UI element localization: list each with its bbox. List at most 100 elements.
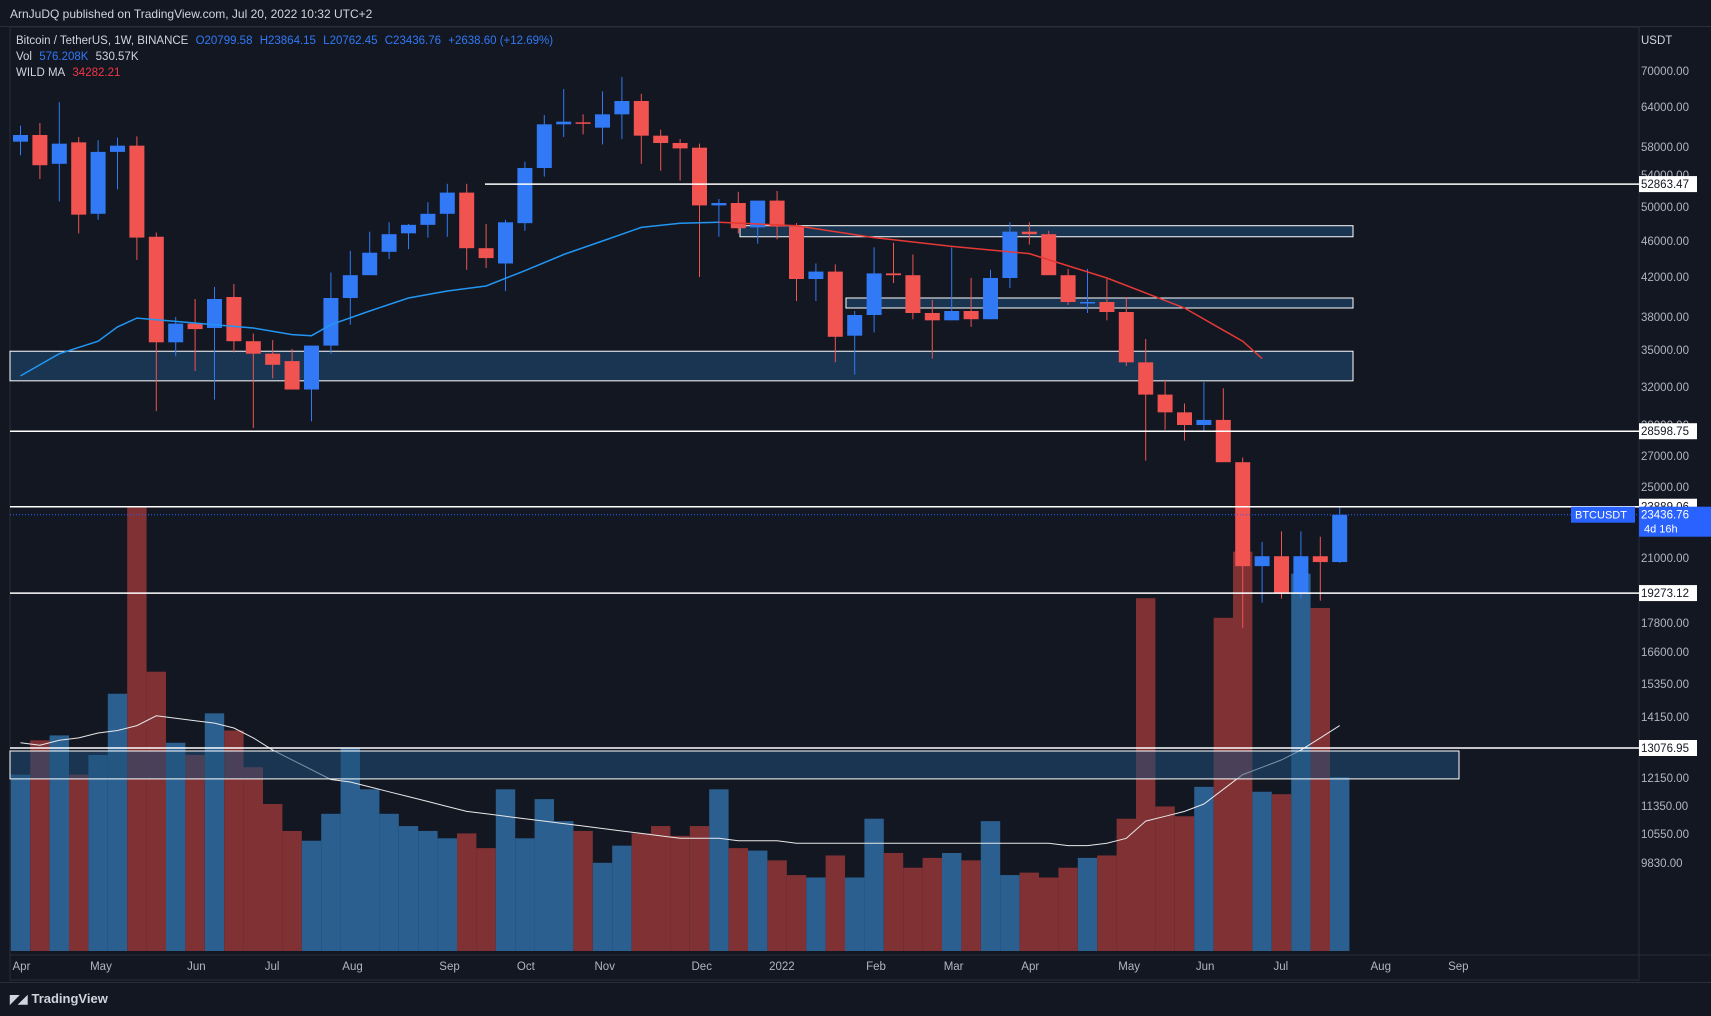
volume-bar [224,730,244,951]
volume-bar [243,767,263,951]
price-tick-label: 32000.00 [1641,382,1689,394]
ma-line-blue [20,221,719,377]
price-tick-label: 11350.00 [1641,801,1688,813]
level-price-tag [1639,176,1697,193]
candle-body [595,114,610,128]
vol-value: 530.57K [95,51,139,63]
volume-bar [146,671,166,951]
time-tick-label: Dec [692,961,713,973]
candle-body [187,323,203,330]
ma-value: 34282.21 [72,67,121,79]
volume-bar [709,789,729,951]
price-levels [10,183,1639,749]
price-tick-label: 16600.00 [1641,647,1689,659]
candle-body [13,135,28,142]
candle-body [692,147,707,206]
ohlc-low: L20762.45 [323,35,378,47]
candle-body [32,135,48,166]
volume-bar [263,804,283,951]
candle-body [575,122,591,124]
time-tick-label: Aug [342,961,362,973]
time-tick-label: Aug [1371,961,1391,973]
volume-bar [88,755,108,951]
candle-body [1293,556,1309,593]
candle-body [1215,419,1231,463]
volume-bar [495,789,516,951]
price-chart[interactable]: USDT 70000.0064000.0058000.0054000.00500… [0,0,1711,982]
volume-bar [340,747,360,951]
candle-body [304,345,319,390]
candle-body [401,224,416,234]
candle-body [536,124,552,168]
volume-bar [554,821,574,951]
volume-zone [9,750,1460,780]
volume-bar [1155,806,1175,951]
ma-label[interactable]: WILD MA [16,67,66,79]
candle-body [750,200,766,228]
candle-body [129,145,145,238]
candle-body [110,145,125,152]
candle-body [1157,394,1173,413]
volume-bar [573,830,593,951]
volume-bar [883,853,904,951]
time-tick-label: Nov [595,961,616,973]
ohlc-change: +2638.60 (+12.69%) [448,35,554,47]
candle-body [90,151,106,214]
candle-body [478,248,494,259]
candle-body [226,297,242,342]
volume-pane [10,507,1350,951]
volume-bar [728,848,748,951]
price-tick-label: 58000.00 [1641,142,1689,154]
price-tick-label: 10550.00 [1641,829,1689,841]
price-tick-label: 35000.00 [1641,345,1689,357]
volume-bar [1194,786,1214,951]
candle-body [362,252,378,276]
ohlc-open: O20799.58 [195,35,253,47]
volume-bar [418,830,438,951]
price-tick-label: 64000.00 [1641,102,1689,114]
volume-bar [1097,855,1117,951]
vol-ma-value: 576.208K [39,51,89,63]
time-tick-label: Oct [517,961,536,973]
price-tick-label: 15350.00 [1641,679,1689,691]
price-tick-label: 17800.00 [1641,618,1689,630]
level-price-label: 28598.75 [1641,426,1689,438]
candle-body [71,142,87,215]
volume-bar [107,693,128,951]
level-price-label: 13076.95 [1641,743,1689,755]
candle-body [983,278,998,320]
candle-body [924,313,940,321]
volume-bar [845,877,865,951]
volume-bar [360,789,380,951]
symbol-name[interactable]: Bitcoin / TetherUS, 1W, BINANCE [16,35,189,47]
volume-bar [1058,867,1078,951]
volume-bar [806,877,826,951]
tradingview-logo[interactable]: ◤◢ TradingView [10,991,108,1006]
ohlc-high: H23864.15 [259,35,316,47]
vol-label[interactable]: Vol [16,51,32,63]
volume-bar [903,867,923,951]
volume-bar [1077,857,1098,951]
price-tick-label: 70000.00 [1641,66,1689,78]
time-tick-label: Jun [1196,961,1215,973]
candle-body [905,275,921,313]
volume-bar [185,755,205,951]
volume-bar [166,742,186,951]
candle-body [381,234,397,252]
volume-bar [1330,777,1350,951]
current-price-tag [1639,506,1711,537]
time-tick-label: Jun [187,961,206,973]
candle-body [672,143,688,149]
legend-ma-row: WILD MA 34282.21 [16,65,557,81]
volume-bar [515,838,535,951]
candle-body [1274,556,1289,593]
time-tick-label: Feb [866,961,886,973]
volume-bar [864,818,884,951]
candle-body [1196,419,1212,425]
volume-bar [1039,877,1059,951]
candle-body [614,101,630,115]
volume-bar [204,713,225,951]
time-tick-label: May [1118,961,1140,973]
candle-body [323,298,339,346]
candle-body [1332,514,1348,563]
